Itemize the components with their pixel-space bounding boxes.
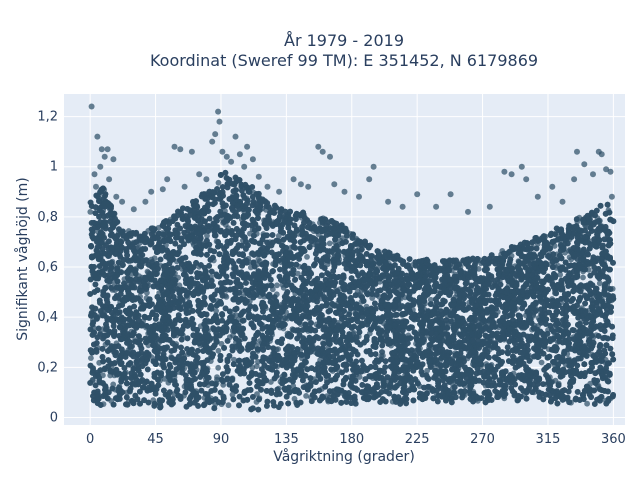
data-point [215,364,222,371]
data-point [268,379,274,385]
data-point [557,271,563,278]
data-point [584,400,590,407]
data-point [87,209,94,215]
data-point [295,270,301,277]
data-point [356,374,363,380]
data-point [204,232,210,239]
data-point [215,179,222,186]
data-point [274,282,280,289]
data-point [253,363,260,370]
data-point [538,359,545,366]
data-point [596,280,603,287]
data-point [275,233,282,239]
data-point [304,254,310,260]
data-point [326,240,333,247]
data-point [213,308,220,314]
data-point [214,374,220,380]
data-point [254,391,260,397]
data-point [427,296,434,303]
data-point [350,329,357,336]
data-point [225,402,232,409]
data-point [424,367,431,374]
data-point [233,312,240,319]
data-point [275,346,281,352]
data-point [580,274,586,281]
data-point [231,356,237,363]
data-point [88,355,94,361]
data-point [215,347,222,354]
data-point [303,393,309,399]
data-points [87,103,617,413]
data-point [229,391,236,398]
data-point [369,295,376,301]
